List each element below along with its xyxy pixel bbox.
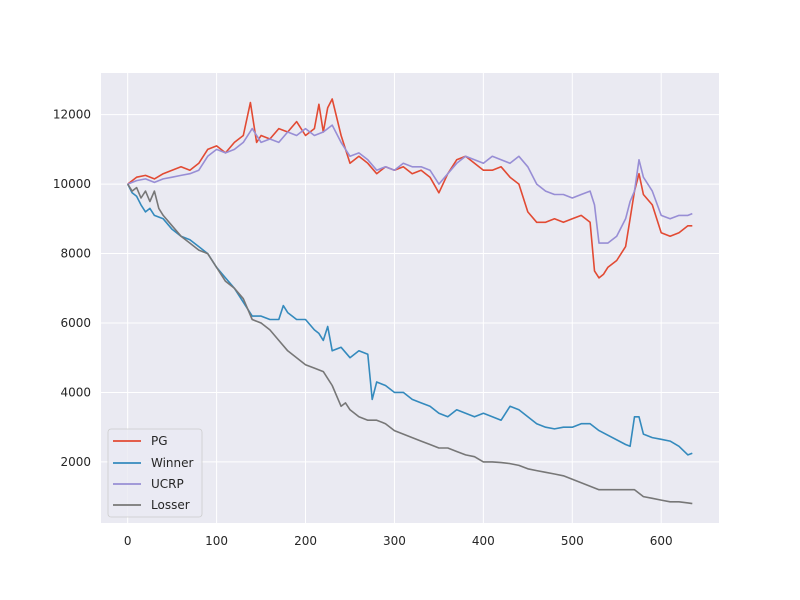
x-tick-label: 500: [561, 534, 584, 548]
series-line-ucrp: [127, 124, 693, 244]
legend-entry-winner: Winner: [113, 456, 194, 470]
plot-area: [101, 73, 719, 523]
y-tick-label: 12000: [53, 108, 91, 122]
x-tick-label: 400: [472, 534, 495, 548]
x-tick-label: 600: [650, 534, 673, 548]
legend-entry-losser: Losser: [113, 498, 190, 512]
legend-label-winner: Winner: [151, 456, 194, 470]
legend-entry-ucrp: UCRP: [113, 477, 184, 491]
legend-label-ucrp: UCRP: [151, 477, 184, 491]
x-tick-label: 100: [205, 534, 228, 548]
x-tick-label: 200: [294, 534, 317, 548]
legend-entry-pg: PG: [113, 434, 168, 448]
y-tick-label: 2000: [60, 455, 91, 469]
y-tick-label: 10000: [53, 177, 91, 191]
legend: PG Winner UCRP Losser: [107, 428, 203, 518]
legend-box: [107, 428, 203, 518]
series-layer: [126, 98, 693, 505]
x-tick-label: 300: [383, 534, 406, 548]
x-axis-ticks: 0 100 200 300 400 500 600: [124, 534, 673, 548]
y-tick-label: 6000: [60, 316, 91, 330]
grid: [101, 73, 719, 523]
legend-label-losser: Losser: [151, 498, 190, 512]
series-line-pg: [127, 98, 693, 279]
x-tick-label: 0: [124, 534, 132, 548]
series-line-losser: [127, 183, 693, 505]
y-tick-label: 8000: [60, 247, 91, 261]
legend-label-pg: PG: [151, 434, 168, 448]
y-axis-ticks: 2000 4000 6000 8000 10000 12000: [53, 108, 91, 469]
y-tick-label: 4000: [60, 385, 91, 399]
